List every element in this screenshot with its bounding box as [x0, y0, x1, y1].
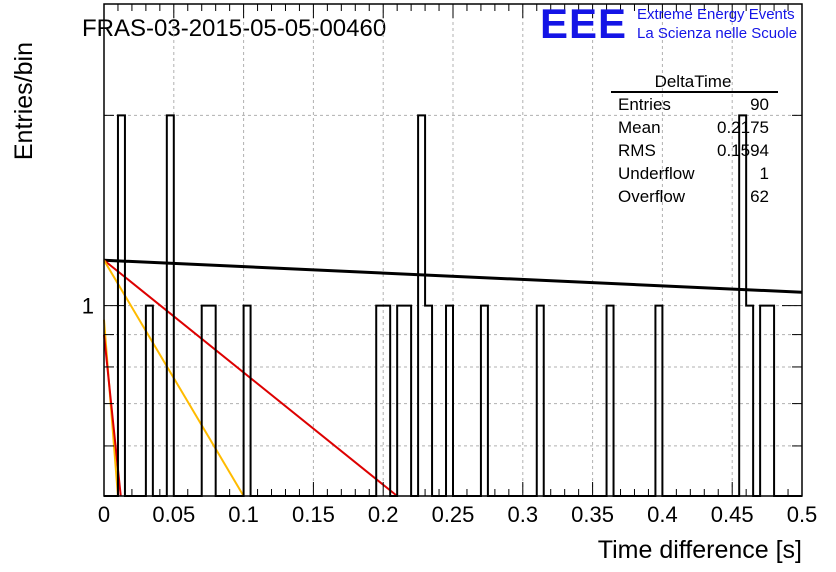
- x-tick-label: 0.5: [787, 502, 818, 527]
- y-tick-labels: 1: [82, 294, 94, 319]
- stats-title: DeltaTime: [655, 72, 732, 91]
- x-tick-label: 0.3: [508, 502, 539, 527]
- stats-row-label: Entries: [618, 95, 671, 114]
- eee-logo: EEE Extreme Energy Events La Scienza nel…: [540, 2, 836, 46]
- y-axis-label: Entries/bin: [10, 42, 38, 160]
- chart-title: FRAS-03-2015-05-05-00460: [82, 15, 386, 42]
- x-tick-label: 0.4: [647, 502, 678, 527]
- x-tick-label: 0.15: [292, 502, 335, 527]
- stats-row-label: Mean: [618, 118, 661, 137]
- stats-row-label: Overflow: [618, 187, 686, 206]
- axis-ticks: [103, 3, 803, 496]
- stats-row-value: 90: [750, 95, 769, 114]
- stats-row-value: 0.2175: [717, 118, 769, 137]
- stats-rows: Entries 90 Mean 0.2175 RMS 0.1594 Underflow 1 Ov…: [618, 95, 769, 206]
- x-tick-label: 0.2: [368, 502, 399, 527]
- logo-line-1: Extreme Energy Events: [637, 6, 795, 23]
- eee-logo-mark: EEE: [540, 0, 628, 47]
- x-tick-label: 0.1: [228, 502, 259, 527]
- x-tick-label: 0.25: [432, 502, 475, 527]
- stats-box: DeltaTime Entries 90 Mean 0.2175 RMS 0.1594 Un…: [611, 72, 778, 206]
- fit-line: [103, 258, 803, 294]
- logo-line-2: La Scienza nelle Scuole: [637, 25, 798, 42]
- x-tick-labels: 0 0.05 0.1 0.15 0.2 0.25 0.3 0.35 0.4 0.45 0.5: [98, 502, 817, 527]
- x-tick-label: 0.35: [571, 502, 614, 527]
- stats-row-value: 62: [750, 187, 769, 206]
- stats-row-value: 1: [760, 164, 769, 183]
- x-tick-label: 0.45: [711, 502, 754, 527]
- stats-row-label: RMS: [618, 141, 656, 160]
- stats-row-value: 0.1594: [717, 141, 769, 160]
- y-tick-label: 1: [82, 294, 94, 319]
- stats-row-label: Underflow: [618, 164, 695, 183]
- x-tick-label: 0.05: [152, 502, 195, 527]
- x-tick-label: 0: [98, 502, 110, 527]
- x-axis-label: Time difference [s]: [598, 536, 802, 564]
